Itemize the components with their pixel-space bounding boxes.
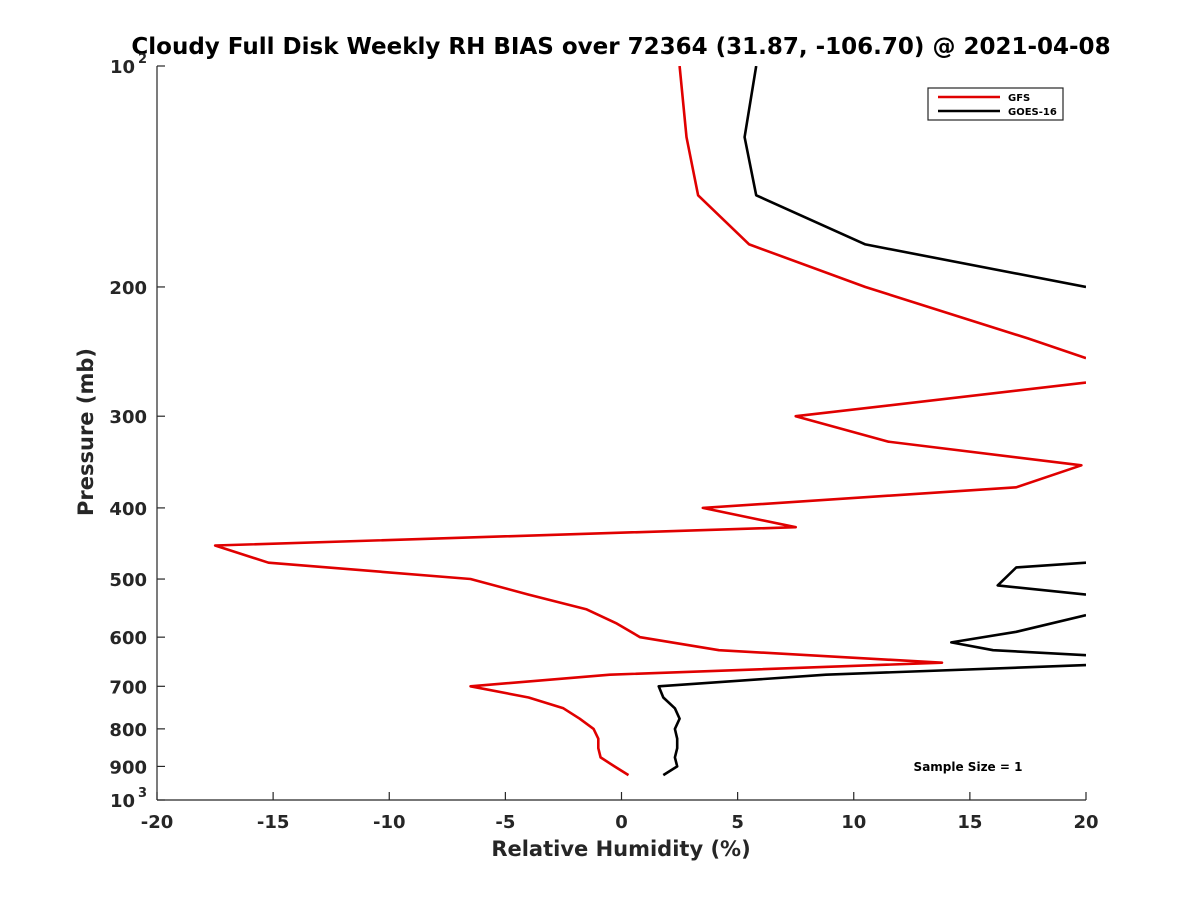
x-axis-label: Relative Humidity (%)	[491, 837, 750, 861]
legend-box	[927, 87, 1064, 121]
legend-label-goes-16: GOES-16	[1008, 107, 1057, 118]
y-tick-exponent: 3	[138, 786, 147, 801]
y-tick-label: 800	[109, 720, 147, 741]
x-tick-label: 15	[957, 812, 982, 833]
y-tick-label: 500	[109, 570, 147, 591]
x-tick-label: -10	[373, 812, 406, 833]
y-tick-label: 600	[109, 628, 147, 649]
y-tick-exponent: 2	[138, 52, 147, 67]
y-tick-label: 700	[109, 677, 147, 698]
y-tick-label: 10	[110, 791, 135, 812]
series-line-gfs	[213, 66, 1086, 777]
y-tick-label: 10	[110, 57, 135, 78]
series-layer	[213, 66, 1086, 777]
sample-size-annotation: Sample Size = 1	[914, 760, 1023, 774]
y-tick-label: 200	[109, 278, 147, 299]
x-tick-label: -20	[141, 812, 174, 833]
x-tick-label: 5	[731, 812, 744, 833]
x-tick-label: 10	[841, 812, 866, 833]
y-tick-label: 300	[109, 407, 147, 428]
legend: GFS GOES-16	[927, 87, 1064, 121]
y-tick-label: 900	[109, 757, 147, 778]
y-tick-label: 400	[109, 499, 147, 520]
x-tick-label: -5	[495, 812, 515, 833]
legend-label-gfs: GFS	[1008, 93, 1030, 104]
chart-title: Cloudy Full Disk Weekly RH BIAS over 723…	[131, 34, 1110, 60]
x-tick-label: -15	[257, 812, 290, 833]
series-line-goes-16	[657, 66, 1086, 777]
x-tick-label: 20	[1073, 812, 1098, 833]
x-tick-label: 0	[615, 812, 628, 833]
y-axis-label: Pressure (mb)	[74, 348, 98, 516]
